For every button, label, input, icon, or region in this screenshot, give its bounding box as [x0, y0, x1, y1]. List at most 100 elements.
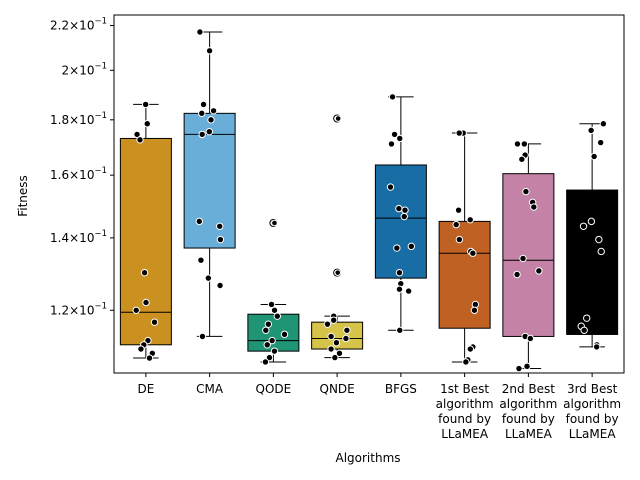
data-point [331, 353, 339, 362]
box-group [183, 28, 236, 341]
box [247, 313, 300, 352]
data-point [387, 140, 396, 148]
data-point [522, 187, 530, 196]
y-tick-mantissa: 1.2×10 [50, 303, 94, 317]
data-point [205, 128, 214, 136]
data-point [150, 318, 159, 326]
data-point [590, 152, 598, 161]
box-group [566, 120, 619, 351]
data-point [587, 126, 595, 135]
data-point [262, 326, 270, 334]
data-point [216, 235, 225, 244]
data-point [271, 219, 278, 227]
box [183, 112, 236, 249]
data-point [386, 183, 395, 191]
data-point [513, 270, 521, 279]
data-point [395, 268, 404, 277]
data-point [132, 306, 140, 314]
data-point [395, 204, 403, 213]
data-point [401, 206, 409, 214]
data-point [195, 217, 203, 226]
data-point [393, 244, 401, 252]
data-point [143, 120, 151, 128]
box [566, 189, 619, 335]
data-point [334, 115, 342, 122]
data-point [535, 267, 543, 275]
y-tick-label: 2.2×10−1 [50, 17, 107, 33]
data-point [196, 28, 204, 36]
x-tick-label-line: found by [438, 412, 491, 426]
data-point [452, 220, 460, 229]
box [502, 173, 555, 337]
y-tick-exponent: −1 [94, 229, 107, 239]
data-point [343, 326, 351, 334]
data-point [526, 334, 535, 343]
y-tick-label: 1.8×10−1 [50, 111, 107, 127]
data-point [207, 116, 215, 124]
x-tick-label-line: 1st Best [440, 382, 489, 396]
axes-frame [113, 14, 625, 374]
data-point [396, 326, 404, 334]
data-point [209, 107, 218, 115]
x-tick-label-line: DE [137, 382, 154, 396]
x-tick-label-line: 2nd Best [502, 382, 556, 396]
data-point [404, 287, 413, 295]
data-point [264, 320, 273, 328]
data-point [204, 274, 213, 282]
data-point [396, 134, 404, 143]
y-tick-mantissa: 2.2×10 [50, 19, 94, 33]
data-point [263, 341, 271, 349]
x-tick-label: DE [137, 382, 154, 396]
data-point [466, 216, 474, 224]
y-tick-exponent: −1 [94, 61, 107, 71]
data-point [530, 203, 538, 211]
x-tick-label-line: algorithm [499, 397, 557, 411]
data-point [145, 354, 154, 362]
data-point [327, 345, 335, 353]
x-tick-label-line: LLaMEA [441, 427, 489, 441]
data-point [267, 300, 276, 309]
y-axis-label: Fitness [16, 175, 30, 217]
data-point [388, 93, 397, 101]
data-point [400, 212, 408, 221]
data-point [596, 138, 605, 147]
y-tick-label: 1.2×10−1 [50, 301, 107, 317]
x-tick-label: 3rd Best algorithm found by LLaMEA [563, 382, 621, 441]
y-tick-exponent: −1 [94, 301, 107, 311]
box [374, 164, 427, 279]
x-tick-label: BFGS [385, 382, 417, 396]
data-point [327, 332, 335, 341]
data-point [455, 235, 464, 244]
y-tick-mantissa: 1.6×10 [50, 168, 94, 182]
data-point [513, 140, 522, 148]
x-tick-label: CMA [196, 382, 224, 396]
box-group [247, 219, 300, 366]
data-point [198, 332, 207, 341]
data-point [141, 100, 150, 109]
x-tick-label-line: QODE [256, 382, 292, 396]
data-point [136, 136, 144, 144]
axes: DE CMA QODE QNDE BFGS 1st Best algorithm found … [50, 14, 625, 441]
data-point [407, 242, 416, 251]
data-point [395, 285, 404, 293]
data-point [455, 129, 463, 137]
x-tick-label-line: LLaMEA [569, 427, 617, 441]
box-group [311, 114, 364, 362]
y-tick-exponent: −1 [94, 166, 107, 176]
box [438, 220, 491, 329]
data-point [466, 345, 475, 353]
x-tick-label-line: algorithm [436, 397, 494, 411]
data-point [332, 338, 341, 347]
data-point [216, 222, 224, 230]
y-tick-label: 1.6×10−1 [50, 166, 107, 182]
data-point [198, 130, 206, 139]
data-point [142, 298, 150, 307]
data-point [469, 249, 477, 257]
box-group [119, 100, 172, 362]
data-point [197, 256, 205, 264]
data-point [273, 312, 282, 320]
data-point [140, 268, 149, 277]
box-group [438, 129, 491, 366]
data-point [595, 235, 603, 244]
